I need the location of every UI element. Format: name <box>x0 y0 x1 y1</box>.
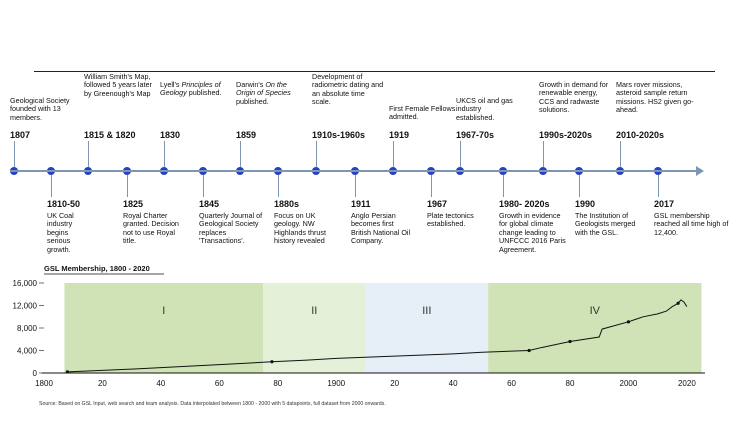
era-band-label: III <box>422 305 431 317</box>
series-marker <box>65 370 69 374</box>
era-bands: I II III IV <box>64 283 702 373</box>
event-year: 1825 <box>123 199 144 209</box>
series-marker <box>568 339 572 344</box>
event-year: 1990s-2020s <box>539 130 593 140</box>
x-tick-label: 60 <box>507 379 516 388</box>
timeline-tick <box>278 175 279 197</box>
membership-series-line <box>67 299 688 373</box>
y-tick-label: 12,000 <box>13 302 38 311</box>
x-tick-label: 40 <box>449 379 458 388</box>
x-tick-label: 20 <box>98 379 107 388</box>
y-tick-label: 4,000 <box>17 347 38 356</box>
event-description: Royal Charter granted. Decision not to u… <box>123 211 179 246</box>
timeline-tick <box>460 141 461 167</box>
timeline-tick <box>355 175 356 197</box>
event-year: 1807 <box>10 130 31 140</box>
event-year: 1845 <box>199 199 220 209</box>
series-marker <box>527 348 531 353</box>
top-rule <box>34 71 715 72</box>
event-description: Darwin's On the Origin of Species publis… <box>236 80 291 106</box>
event-description: GSL membership reached all time high of … <box>654 211 729 237</box>
timeline-axis <box>10 170 698 172</box>
timeline-tick <box>620 141 621 167</box>
event-year: 1980- 2020s <box>499 199 550 209</box>
series-markers <box>65 301 680 374</box>
event-description: UK Coal industry begins serious growth. <box>47 211 74 254</box>
event-description: Development of radiometric dating and an… <box>312 72 384 107</box>
timeline-tick <box>164 141 165 167</box>
event-year: 1919 <box>389 130 410 140</box>
event-year: 1967 <box>427 199 448 209</box>
series-marker <box>270 360 274 364</box>
event-description: First Female Fellows admitted. <box>389 104 456 122</box>
timeline-tick <box>543 141 544 167</box>
timeline-tick <box>127 175 128 197</box>
gsl-membership-chart: GSL Membership, 1800 - 2020 I II III IV 04,… <box>13 264 705 388</box>
event-year: 1967-70s <box>456 130 495 140</box>
event-year: 2010-2020s <box>616 130 665 140</box>
era-band-label: IV <box>590 305 601 317</box>
event-description: Growth in evidence for global climate ch… <box>499 211 566 254</box>
event-year: 1859 <box>236 130 257 140</box>
source-note: Source: Based on GSL Input, web search a… <box>39 401 386 407</box>
timeline-tick <box>503 175 504 197</box>
event-description: Geological Society founded with 13 membe… <box>10 96 70 122</box>
x-tick-label: 80 <box>566 379 575 388</box>
y-tick-label: 16,000 <box>13 279 38 288</box>
era-band-3 <box>365 283 489 373</box>
event-description: The Institution of Geologists merged wit… <box>575 211 636 237</box>
x-tick-label: 1900 <box>327 379 345 388</box>
x-tick-label: 2000 <box>620 379 638 388</box>
timeline-tick <box>14 141 15 167</box>
timeline-tick <box>203 175 204 197</box>
event-description: UKCS oil and gas industry established. <box>456 96 513 122</box>
event-description: William Smith's Map, followed 5 years la… <box>84 72 152 98</box>
x-tick-label: 2020 <box>678 379 696 388</box>
timeline-tick <box>658 175 659 197</box>
event-year: 1830 <box>160 130 181 140</box>
event-description: Mars rover missions, asteroid sample ret… <box>616 80 694 115</box>
x-axis-ticks: 1800 20 40 60 80 1900 20 40 60 80 2000 2020 <box>35 379 696 388</box>
x-tick-label: 60 <box>215 379 224 388</box>
y-axis-ticks: 0 4,000 8,000 12,000 16,000 <box>13 279 44 378</box>
x-tick-label: 80 <box>273 379 282 388</box>
event-description: Quarterly Journal of Geological Society … <box>199 211 263 246</box>
timeline-tick <box>431 175 432 197</box>
era-band-4 <box>488 283 702 373</box>
era-band-label: II <box>311 305 317 317</box>
timeline-tick <box>316 141 317 167</box>
timeline-tick <box>393 141 394 167</box>
event-year: 1910s-1960s <box>312 130 366 140</box>
x-tick-label: 20 <box>390 379 399 388</box>
event-description: Lyell's Principles of Geology published. <box>160 80 222 98</box>
event-description: Anglo Persian becomes first British Nati… <box>351 211 411 246</box>
timeline-tick <box>88 141 89 167</box>
y-tick-label: 8,000 <box>17 324 38 333</box>
timeline-arrow-icon <box>696 166 704 176</box>
event-description: Growth in demand for renewable energy, C… <box>539 80 609 115</box>
x-tick-label: 40 <box>156 379 165 388</box>
timeline-tick <box>240 141 241 167</box>
event-year: 1810-50 <box>47 199 81 209</box>
event-description: Plate tectonics established. <box>427 211 474 229</box>
event-year: 1911 <box>351 199 371 209</box>
chart-title: GSL Membership, 1800 - 2020 <box>44 264 150 273</box>
era-band-1 <box>64 283 264 373</box>
event-year: 2017 <box>654 199 675 209</box>
event-year: 1815 & 1820 <box>84 130 136 140</box>
event-year: 1990 <box>575 199 596 209</box>
series-marker <box>626 320 631 324</box>
timeline-tick <box>51 175 52 197</box>
era-band-label: I <box>162 305 165 317</box>
series-marker <box>676 301 680 305</box>
y-tick-label: 0 <box>33 369 38 378</box>
event-description: Focus on UK geology. NW Highlands thrust… <box>274 211 326 246</box>
x-tick-label: 1800 <box>35 379 53 388</box>
timeline-tick <box>579 175 580 197</box>
event-year: 1880s <box>274 199 300 209</box>
